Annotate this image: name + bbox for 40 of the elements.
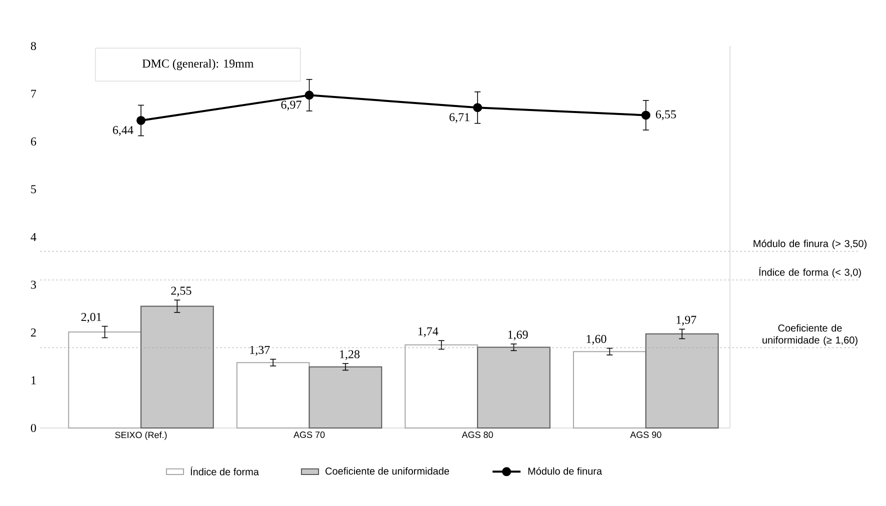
data-label: 6,55 — [656, 110, 676, 120]
y-tick-label: 0 — [30, 424, 36, 432]
y-tick-label: 6 — [30, 137, 36, 146]
legend-label: Coeficiente de uniformidade — [326, 467, 450, 475]
ref-line-label: Módulo de finura (> 3,50) — [754, 240, 866, 250]
x-tick-label: AGS 70 — [294, 432, 325, 438]
bar — [308, 366, 382, 428]
point — [304, 90, 314, 100]
point — [641, 110, 650, 120]
y-tick-label: 8 — [30, 42, 36, 50]
ref-line-label: Coeficiente de uniformidade (≥ 1,60) — [762, 324, 858, 346]
legend-label: Índice de forma — [190, 466, 259, 476]
point — [473, 103, 482, 112]
data-label: 1,69 — [508, 330, 528, 340]
bar — [645, 333, 719, 428]
data-label: 2,55 — [171, 286, 192, 296]
y-tick-label: 3 — [31, 280, 36, 289]
y-tick-label: 4 — [30, 233, 36, 241]
x-tick-label: SEIXO (Ref.) — [115, 432, 167, 440]
legend-label: Módulo de finura — [528, 467, 602, 475]
annotation: DMC (general): 19mm — [142, 59, 254, 70]
data-label: 6,44 — [112, 126, 134, 136]
data-label: 1,74 — [418, 327, 438, 338]
y-tick-label: 7 — [31, 90, 36, 98]
data-label: 1,97 — [676, 316, 696, 326]
x-tick-label: AGS 90 — [630, 432, 662, 438]
bar — [140, 306, 214, 428]
data-label: 6,71 — [450, 113, 470, 123]
data-label: 2,01 — [81, 312, 102, 323]
bar — [477, 346, 550, 428]
ref-line-label: Índice de forma (< 3,0) — [759, 267, 861, 278]
x-tick-label: AGS 80 — [462, 432, 493, 438]
data-label: 1,60 — [586, 334, 606, 345]
y-tick-label: 2 — [31, 328, 36, 336]
data-label: 1,37 — [250, 346, 270, 356]
y-tick-label: 5 — [31, 185, 36, 194]
data-label: 6,97 — [281, 100, 302, 111]
data-label: 1,28 — [340, 350, 360, 360]
point — [136, 116, 146, 125]
y-tick-label: 1 — [32, 376, 36, 384]
